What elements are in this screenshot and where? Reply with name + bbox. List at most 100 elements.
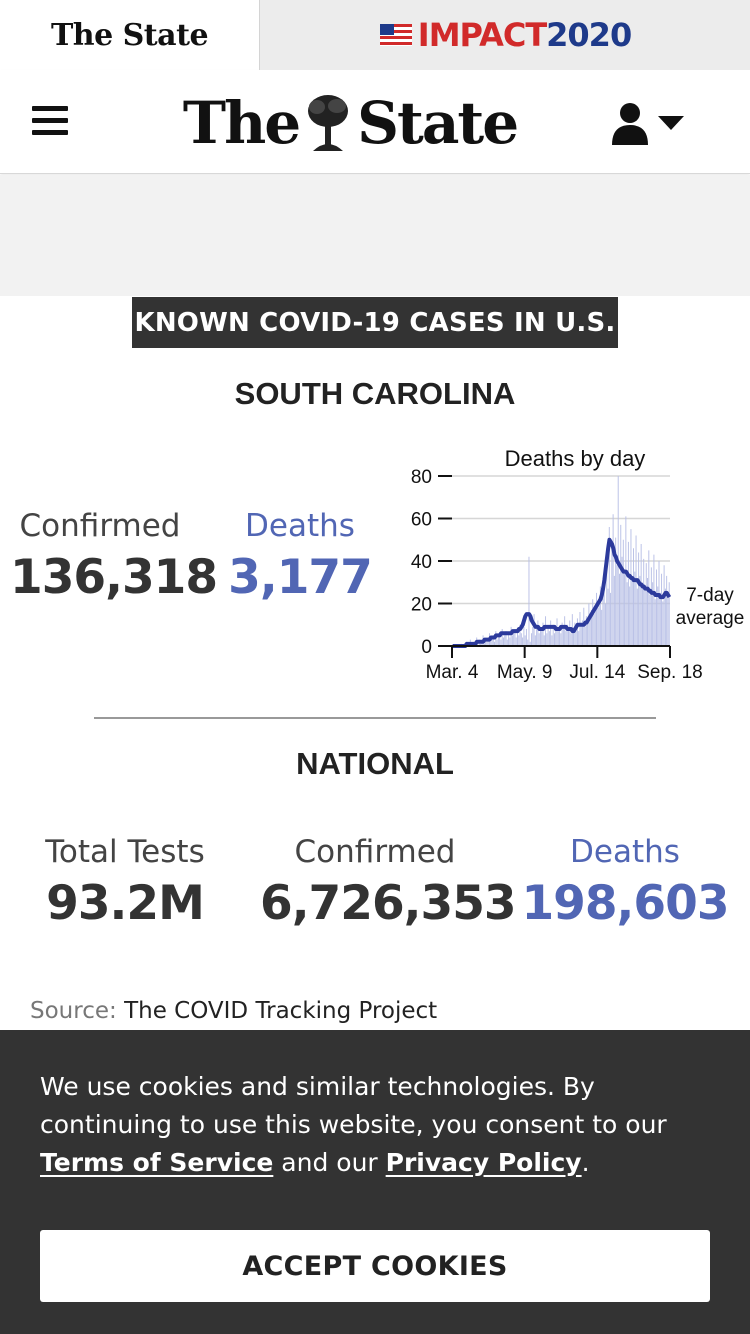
death-bar [612,514,614,646]
death-bar [611,548,613,646]
cookie-text-1: We use cookies and similar technologies.… [40,1072,667,1139]
death-bar [561,622,563,646]
death-bar [553,633,555,646]
death-bar [589,618,591,646]
death-bar [654,599,656,646]
death-bar [565,631,567,646]
national-confirmed-label: Confirmed [294,834,456,870]
death-bar [658,561,660,646]
the-state-logo[interactable]: The State [170,88,530,158]
death-bar [579,612,581,646]
state-confirmed-label: Confirmed [19,508,181,544]
death-bar [514,629,516,646]
death-bar [483,643,485,646]
death-bar [666,575,668,646]
death-bar [527,639,529,646]
death-bar [523,626,525,646]
death-bar [643,558,645,646]
death-bar [486,641,488,646]
death-bar [655,569,657,646]
death-bar [496,639,498,646]
death-bar [515,637,517,646]
seven-day-average-line [451,537,672,648]
death-bar [580,624,582,646]
death-bar [597,607,599,646]
death-bar [644,590,646,646]
y-tick-label: 60 [411,510,432,531]
the-state-tab[interactable]: The State [0,0,260,70]
death-bar [509,637,511,646]
death-bar [593,614,595,646]
hamburger-menu-icon[interactable] [32,106,70,138]
death-bar [624,569,626,646]
state-title: SOUTH CAROLINA [234,376,516,411]
death-bar [645,563,647,646]
x-tick-label: Sep. 18 [637,662,703,683]
death-bar [570,633,572,646]
death-bar [620,524,622,646]
national-confirmed-value: 6,726,353 [260,876,517,931]
death-bar [607,588,609,646]
death-bar [629,586,631,646]
death-bar [480,643,482,646]
death-bar [568,626,569,646]
death-bar [662,601,664,646]
cookie-banner: We use cookies and similar technologies.… [0,1030,750,1334]
death-bar [564,616,566,646]
death-bar [622,539,624,646]
cookie-message: We use cookies and similar technologies.… [40,1068,710,1182]
death-bar [650,567,652,646]
death-bar [596,592,598,646]
death-bar [525,629,527,646]
death-bar [576,618,578,646]
the-state-tab-label: The State [50,17,209,53]
impact-2020-tab[interactable]: IMPACT2020 [261,0,750,70]
death-bar [545,616,547,646]
privacy-policy-link[interactable]: Privacy Policy [385,1148,582,1177]
death-bar [497,637,499,646]
death-bar [588,603,590,646]
y-tick-label: 80 [411,467,432,488]
death-bar [610,592,612,646]
y-tick-label: 0 [421,637,432,658]
death-bar [608,527,610,646]
death-bar [519,624,521,646]
death-bar [537,620,539,646]
death-bar [631,580,633,646]
death-bar [542,622,544,646]
y-tick-label: 40 [411,552,432,573]
death-bar [534,635,536,646]
x-tick-label: May. 9 [497,662,553,683]
death-bar [504,635,506,646]
death-bar [616,565,618,646]
death-bar [630,529,632,646]
death-bar [627,541,629,646]
death-bar [560,633,562,646]
accept-cookies-button[interactable]: ACCEPT COOKIES [40,1230,710,1302]
death-bar [636,588,638,646]
section-divider [94,717,656,719]
death-bar [518,635,520,646]
death-bar [661,573,663,646]
death-bar [556,618,558,646]
account-menu[interactable] [610,98,694,148]
death-bar [659,592,661,646]
death-bar [505,631,507,646]
death-bar [606,565,608,646]
death-bar [528,556,530,646]
death-bar [502,637,504,646]
death-bar [548,631,550,646]
death-bar [575,626,577,646]
death-bar [550,620,552,646]
source-line: Source: The COVID Tracking Project [30,998,437,1024]
death-bar [587,622,589,646]
death-bar [619,573,620,646]
terms-of-service-link[interactable]: Terms of Service [40,1148,274,1177]
state-confirmed: Confirmed 136,318 [10,508,218,605]
death-bar [481,641,483,646]
death-bar [626,582,628,646]
death-bar [573,629,575,646]
death-bar [555,629,557,646]
death-bar [551,635,553,646]
logo-text-right: State [357,89,519,157]
